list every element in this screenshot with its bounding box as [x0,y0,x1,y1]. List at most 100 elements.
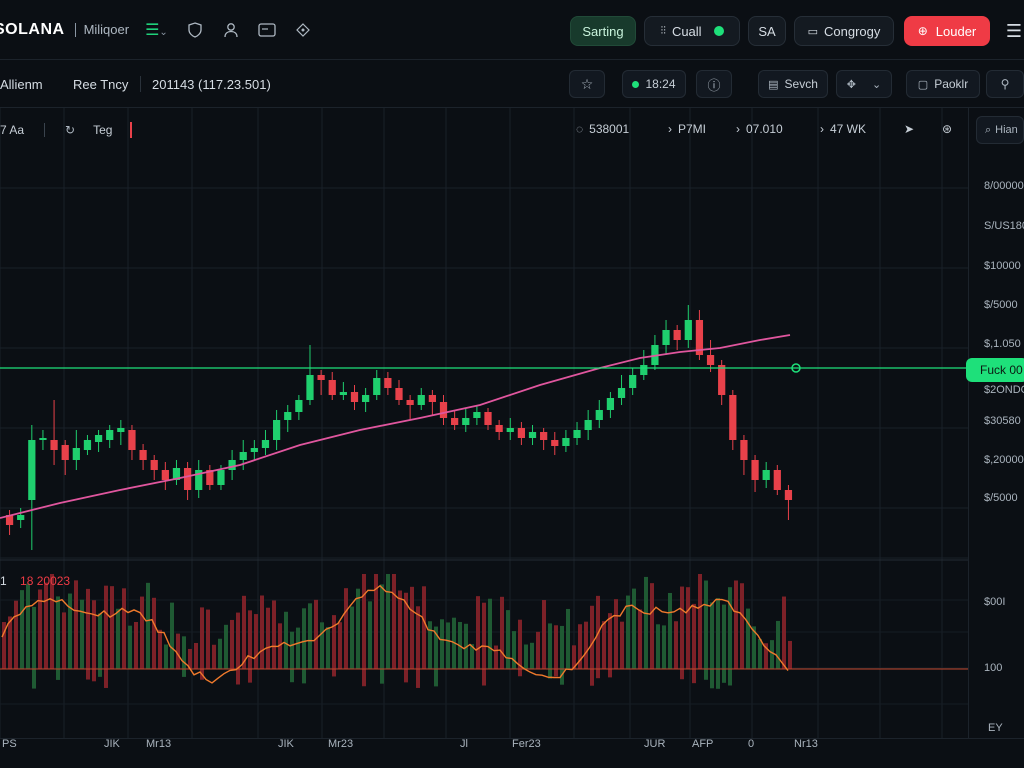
volume-bar [164,644,168,669]
user-icon[interactable] [218,17,244,43]
candle-body [551,440,559,446]
candle-body [729,395,737,440]
price-axis[interactable] [968,108,1024,738]
volume-bar [482,602,486,669]
indicator-header: 1 18 20023 [0,574,70,588]
volume-bar [548,623,552,669]
candle-body [261,440,270,448]
volume-bar [560,625,564,669]
chart-stat-1[interactable]: ◌ 538001 [576,122,629,136]
volume-bar [752,626,756,669]
chart-header-divider [44,123,46,137]
volume-bar [188,648,192,669]
time-axis-label: JUR [644,738,666,750]
volume-bar [716,669,720,689]
volume-bar [404,592,408,669]
shield-icon[interactable] [182,17,208,43]
volume-bar [272,600,276,669]
volume-bar [44,582,48,669]
indicator-dropdown[interactable]: ✥ ⌄ [836,70,892,98]
candle-body [473,412,481,418]
candle-body [94,435,103,442]
price-chart[interactable] [0,108,968,738]
cursor-tool-icon[interactable]: ➤ [904,122,915,136]
paoklr-button[interactable]: ▢ Paoklr [906,70,980,98]
cuall-button[interactable]: ⫶⫶ Cuall [644,16,740,46]
volume-bar [116,608,120,669]
hamburger-menu-icon[interactable]: ☰ [1005,20,1023,41]
volume-bars [0,574,968,689]
refresh-icon[interactable]: ↻ [65,123,76,137]
candle-body [195,470,203,490]
candle-body [5,515,14,525]
candle-body [217,470,225,485]
candle-body [350,392,359,402]
volume-bar [710,602,714,669]
volume-bar [248,669,252,683]
toolbar-item-ree-tncy[interactable]: Ree Tncy [73,77,129,92]
volume-bar [758,638,762,669]
chart-stat-4[interactable]: › 47 WK [820,122,866,136]
current-price-tag[interactable]: Fuck 00 [966,358,1024,382]
tag-icon[interactable] [290,17,316,43]
candle-body [495,425,503,432]
volume-bar [248,610,252,669]
candle-body [606,398,615,410]
chart-stat-2[interactable]: › P7MI [668,122,706,136]
chart-header-marker [130,122,133,138]
favorite-star-button[interactable]: ☆ [569,70,605,98]
fingerprint-icon[interactable]: ⊛ [942,122,953,136]
volume-bar [512,631,516,669]
congrogy-button-label: Congrogy [824,23,881,39]
volume-bar [212,644,216,669]
stat-1-value: 538001 [589,122,630,136]
info-button[interactable]: ⓘ [696,70,732,98]
indicator-label-a: 1 [0,574,7,588]
sevch-button[interactable]: ▤ Sevch [758,70,828,98]
candle-body [684,320,692,340]
chart-tag[interactable]: Teg [93,123,113,137]
price-axis-label: $/5000 [984,492,1018,504]
candle-body [362,395,370,402]
sa-button[interactable]: SA [748,16,786,46]
candle-body [540,432,548,440]
starting-button[interactable]: Sarting [570,16,636,46]
congrogy-button[interactable]: ▭ Congrogy [794,16,894,46]
cuall-button-label: Cuall [671,23,702,39]
volume-bar [566,608,570,669]
time-axis-label: AFP [692,738,714,750]
card-icon[interactable] [254,17,280,43]
volume-bar [578,624,582,669]
candle-body [28,440,36,500]
volume-bar [596,669,600,679]
toolbar-item-allienm[interactable]: Allienm [0,77,43,92]
candle-body [339,392,347,395]
volume-bar [158,629,162,669]
volume-bar [572,645,576,669]
time-axis[interactable] [0,738,1024,768]
brand-logo[interactable]: SOLANA [0,20,65,38]
volume-bar [2,622,6,669]
candle-body [584,420,592,430]
fullscreen-button[interactable]: ⚲ [986,70,1024,98]
nav-link-miliqoer[interactable]: Miliqoer [83,22,130,37]
volume-bar [704,669,708,680]
louder-button[interactable]: ⊕ Louder [904,16,990,46]
volume-bar [236,669,240,685]
volume-bar [374,574,378,669]
chart-interval[interactable]: 7 Aa [0,123,25,137]
volume-bar [542,600,546,669]
time-display[interactable]: 18:24 [622,70,686,98]
volume-bar [650,583,654,669]
info-icon: ⓘ [707,77,721,93]
volume-bar [380,669,384,684]
rail-top-button[interactable]: ⌕ Hian [976,116,1024,144]
candle-body [417,395,425,405]
candle-body [451,418,459,425]
toolbar-divider [140,76,141,92]
candle-body [484,412,492,425]
menu-icon[interactable]: ☰⌄ [145,21,168,39]
volume-bar [32,606,36,669]
volume-bar [746,608,750,669]
chart-stat-3[interactable]: › 07.010 [736,122,783,136]
